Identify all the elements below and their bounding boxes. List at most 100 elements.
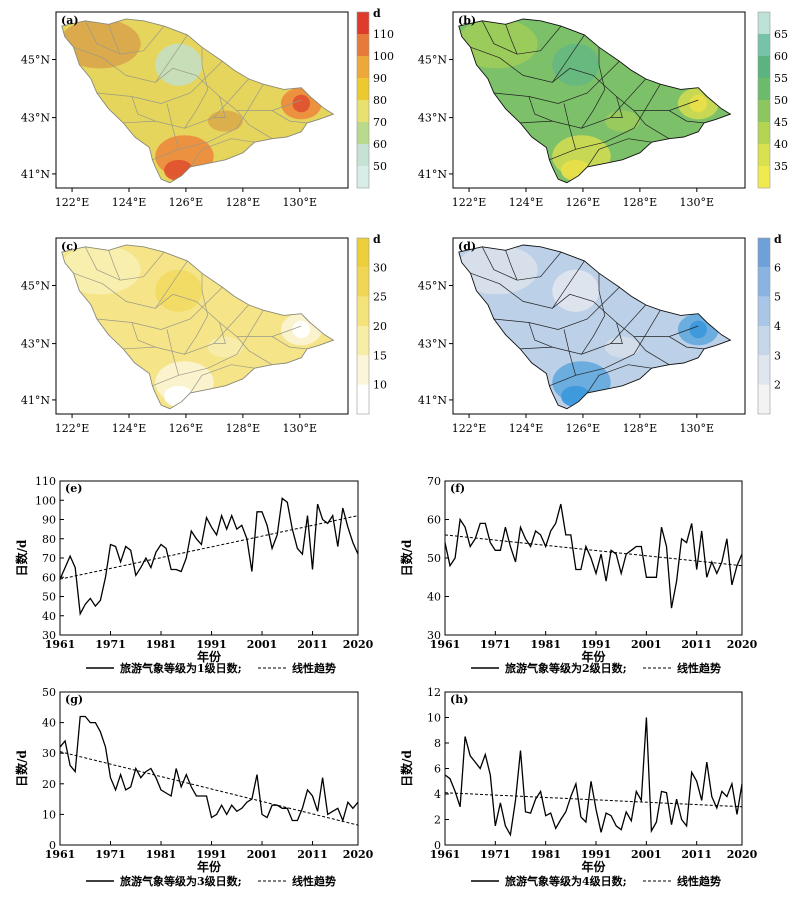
y-tick-label: 40 — [427, 591, 441, 604]
x-tick-label: 2001 — [631, 848, 662, 861]
x-tick-label: 2011 — [297, 848, 328, 861]
region-shade-west — [61, 245, 141, 295]
region-shade-center — [604, 336, 640, 358]
region-shade-north — [155, 43, 202, 86]
y-tick-label: 50 — [42, 591, 56, 604]
colorbar-tick-label: 45 — [774, 116, 788, 129]
colorbar-segment — [758, 267, 770, 297]
county-border — [184, 47, 209, 129]
series-line — [444, 503, 743, 609]
county-border — [166, 103, 179, 150]
lat-tick-label: 45°N — [418, 280, 447, 293]
county-border — [271, 336, 308, 350]
x-tick-label: 1991 — [196, 848, 227, 861]
y-tick-label: 50 — [427, 552, 441, 565]
county-border — [549, 84, 661, 161]
colorbar-tick-label: 5 — [774, 291, 781, 304]
county-border — [505, 24, 518, 55]
region-outline — [61, 18, 335, 184]
x-tick-label: 2020 — [343, 638, 374, 651]
colorbar-segment — [758, 122, 770, 144]
colorbar-segment — [758, 355, 770, 385]
y-axis-label: 日数/d — [14, 750, 29, 787]
y-tick-label: 12 — [427, 686, 441, 699]
lat-tick-label: 41°N — [21, 394, 50, 407]
county-border — [190, 364, 255, 394]
colorbar-tick-label: 60 — [373, 138, 387, 151]
y-tick-label: 30 — [427, 629, 441, 642]
colorbar-segment — [357, 238, 369, 268]
series-line — [59, 715, 359, 823]
lat-tick-label: 45°N — [418, 54, 447, 67]
county-border — [549, 310, 661, 387]
county-border — [152, 310, 264, 387]
lon-tick-label: 128°E — [623, 422, 658, 435]
legend-solid-label: 旅游气象等级为4级日数; — [505, 874, 627, 888]
county-border — [213, 96, 226, 118]
lat-tick-label: 43°N — [21, 338, 50, 351]
lon-tick-label: 126°E — [566, 422, 601, 435]
colorbar-frame — [356, 237, 370, 415]
line-panel-label: (f) — [450, 482, 465, 495]
colorbar-tick-label: 10 — [373, 379, 387, 392]
line-panel-label: (h) — [450, 693, 468, 706]
county-border — [668, 110, 705, 124]
x-tick-label: 1971 — [480, 638, 511, 651]
lat-tick-label: 41°N — [418, 168, 447, 181]
x-tick-label: 1961 — [45, 848, 76, 861]
y-axis-label: 日数/d — [14, 539, 29, 576]
county-border — [108, 24, 121, 55]
county-border — [470, 260, 585, 309]
colorbar-segment — [357, 12, 369, 34]
colorbar-tick-label: 3 — [774, 349, 781, 362]
x-tick-label: 2011 — [681, 848, 712, 861]
region-shade-north — [155, 269, 202, 312]
county-border — [131, 96, 156, 122]
line-panel-label: (g) — [65, 693, 83, 706]
x-tick-label: 2001 — [247, 638, 278, 651]
colorbar-tick-label: 50 — [373, 160, 387, 173]
colorbar-tick-label: 80 — [373, 94, 387, 107]
lon-tick-label: 130°E — [680, 196, 715, 209]
colorbar-tick-label: 90 — [373, 72, 387, 85]
colorbar-segment — [357, 78, 369, 100]
county-border — [668, 336, 705, 350]
y-axis-label: 日数/d — [399, 750, 414, 787]
legend-solid-label: 旅游气象等级为1级日数; — [120, 661, 242, 675]
x-axis-label: 年份 — [581, 649, 606, 664]
colorbar-frame — [356, 11, 370, 189]
y-tick-label: 0 — [434, 839, 441, 852]
region-outline — [61, 244, 335, 410]
county-border — [563, 103, 576, 150]
county-border — [96, 61, 223, 104]
region-shade-west — [458, 19, 538, 69]
county-border — [610, 322, 623, 344]
lon-tick-label: 126°E — [169, 422, 204, 435]
series-line — [59, 497, 359, 616]
lon-tick-label: 128°E — [226, 196, 261, 209]
legend-dashed-label: 线性趋势 — [677, 661, 721, 675]
colorbar-segment — [357, 166, 369, 188]
y-tick-label: 60 — [427, 514, 441, 527]
county-border — [563, 329, 576, 376]
lat-tick-label: 43°N — [418, 338, 447, 351]
y-tick-label: 50 — [42, 686, 56, 699]
county-border — [131, 322, 156, 348]
colorbar-tick-label: 55 — [774, 72, 788, 85]
county-border — [96, 287, 223, 330]
county-border — [73, 34, 188, 83]
x-tick-label: 1971 — [480, 848, 511, 861]
lon-tick-label: 128°E — [623, 196, 658, 209]
map-panel-c: (c) 41°N 43°N 45°N 122°E 124°E 126°E 128°E 130°E… — [21, 233, 387, 435]
colorbar-segment — [357, 122, 369, 144]
y-tick-label: 10 — [42, 808, 56, 821]
x-axis-label: 年份 — [197, 859, 222, 874]
x-tick-label: 2020 — [727, 848, 758, 861]
legend-dashed-label: 线性趋势 — [292, 874, 336, 888]
line-panel-e: 30 40 50 60 70 80 90 100 110 1961 1971 1981 1991 2001… — [14, 475, 374, 675]
county-border — [493, 287, 620, 330]
map-panel-label: (a) — [61, 14, 79, 27]
county-border — [493, 61, 620, 104]
lon-tick-label: 128°E — [226, 422, 261, 435]
